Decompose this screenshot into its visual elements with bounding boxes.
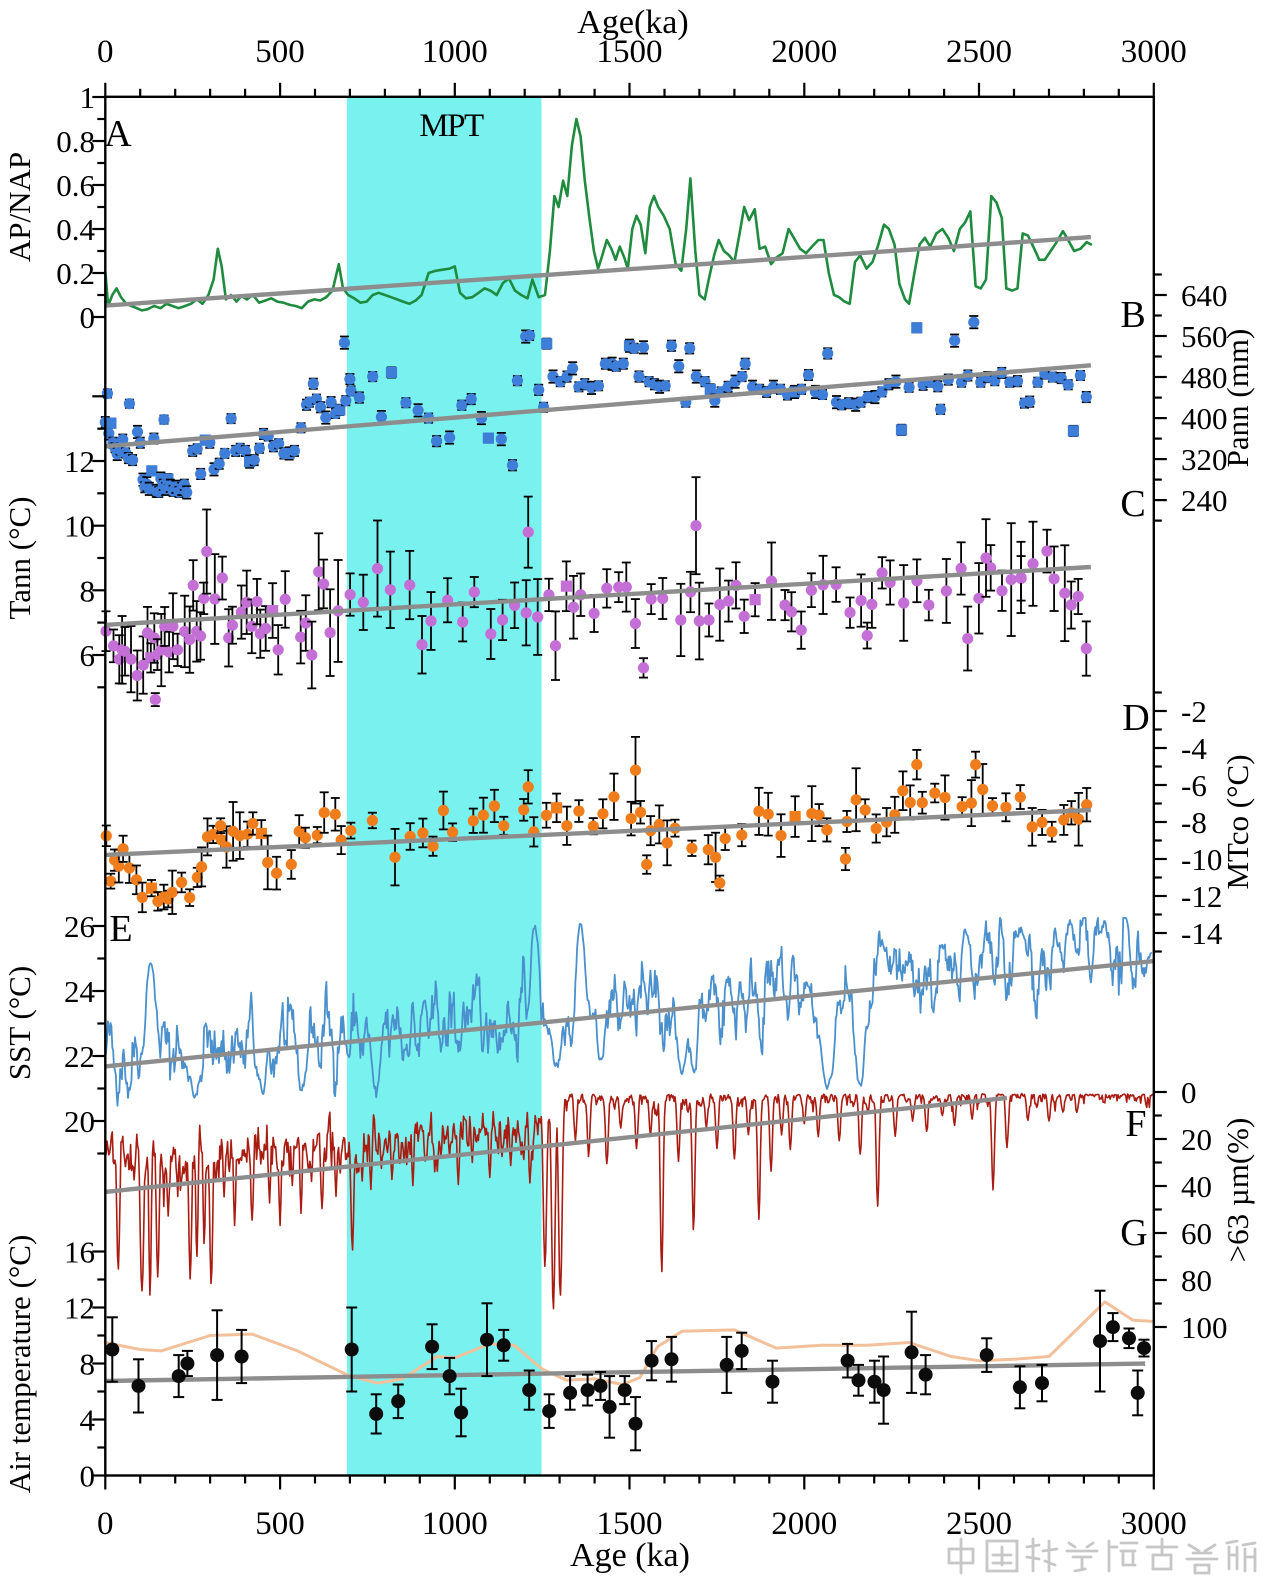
svg-text:640: 640 xyxy=(1181,278,1228,313)
svg-text:80: 80 xyxy=(1181,1263,1212,1298)
svg-text:100: 100 xyxy=(1181,1310,1228,1345)
svg-text:0: 0 xyxy=(97,1506,114,1542)
svg-text:A: A xyxy=(104,113,132,155)
svg-text:400: 400 xyxy=(1181,401,1228,436)
svg-text:0: 0 xyxy=(80,1459,96,1494)
svg-text:-2: -2 xyxy=(1181,694,1207,729)
svg-text:2000: 2000 xyxy=(771,1506,837,1542)
svg-text:500: 500 xyxy=(255,1506,305,1542)
svg-text:0: 0 xyxy=(80,300,96,335)
svg-text:MPT: MPT xyxy=(419,108,484,144)
svg-text:320: 320 xyxy=(1181,442,1228,477)
svg-text:AP/NAP: AP/NAP xyxy=(2,152,37,262)
svg-text:560: 560 xyxy=(1181,319,1228,354)
svg-text:12: 12 xyxy=(64,444,95,479)
svg-text:20: 20 xyxy=(1181,1122,1212,1157)
svg-text:1000: 1000 xyxy=(422,1506,488,1542)
svg-text:8: 8 xyxy=(80,1347,96,1382)
svg-text:Pann (mm): Pann (mm) xyxy=(1220,329,1255,468)
svg-text:B: B xyxy=(1120,294,1145,336)
svg-text:60: 60 xyxy=(1181,1216,1212,1251)
svg-text:1500: 1500 xyxy=(597,1506,663,1542)
svg-text:3000: 3000 xyxy=(1121,34,1187,70)
svg-text:2500: 2500 xyxy=(946,1506,1012,1542)
svg-text:6: 6 xyxy=(80,638,96,673)
svg-text:0.6: 0.6 xyxy=(56,168,95,203)
svg-text:40: 40 xyxy=(1181,1169,1212,1204)
svg-text:4: 4 xyxy=(80,1403,96,1438)
svg-text:Air temperature (°C): Air temperature (°C) xyxy=(2,1235,37,1494)
svg-text:20: 20 xyxy=(64,1104,95,1139)
svg-text:-10: -10 xyxy=(1181,842,1222,877)
svg-text:1: 1 xyxy=(80,80,96,115)
svg-text:C: C xyxy=(1120,483,1145,525)
svg-text:0.8: 0.8 xyxy=(56,124,95,159)
svg-text:Age (ka): Age (ka) xyxy=(570,1537,690,1574)
svg-text:0.2: 0.2 xyxy=(56,256,95,291)
svg-text:-12: -12 xyxy=(1181,879,1222,914)
svg-text:0: 0 xyxy=(1181,1075,1197,1110)
svg-text:D: D xyxy=(1122,697,1149,739)
svg-text:26: 26 xyxy=(64,909,95,944)
svg-text:Tann (°C): Tann (°C) xyxy=(2,496,37,619)
svg-text:8: 8 xyxy=(80,573,96,608)
svg-text:500: 500 xyxy=(255,34,305,70)
svg-text:2500: 2500 xyxy=(946,34,1012,70)
svg-text:-8: -8 xyxy=(1181,805,1207,840)
svg-text:480: 480 xyxy=(1181,360,1228,395)
svg-text:12: 12 xyxy=(64,1291,95,1326)
svg-text:SST (°C): SST (°C) xyxy=(2,966,37,1080)
svg-text:>63 µm(%): >63 µm(%) xyxy=(1220,1118,1255,1263)
svg-text:-6: -6 xyxy=(1181,768,1207,803)
svg-text:1000: 1000 xyxy=(422,34,488,70)
svg-text:3000: 3000 xyxy=(1121,1506,1187,1542)
svg-text:-4: -4 xyxy=(1181,731,1207,766)
svg-text:24: 24 xyxy=(64,974,96,1009)
svg-text:F: F xyxy=(1125,1103,1146,1145)
svg-text:240: 240 xyxy=(1181,483,1228,518)
svg-text:0.4: 0.4 xyxy=(56,212,95,247)
svg-text:16: 16 xyxy=(64,1235,95,1270)
svg-text:2000: 2000 xyxy=(771,34,837,70)
svg-text:G: G xyxy=(1120,1212,1147,1254)
svg-text:22: 22 xyxy=(64,1039,95,1074)
svg-text:1500: 1500 xyxy=(597,34,663,70)
svg-text:-14: -14 xyxy=(1181,916,1223,951)
svg-text:0: 0 xyxy=(97,34,114,70)
svg-text:E: E xyxy=(109,908,132,950)
svg-text:MTco (°C): MTco (°C) xyxy=(1220,754,1255,889)
svg-text:Age(ka): Age(ka) xyxy=(577,4,688,41)
svg-text:10: 10 xyxy=(64,509,95,544)
